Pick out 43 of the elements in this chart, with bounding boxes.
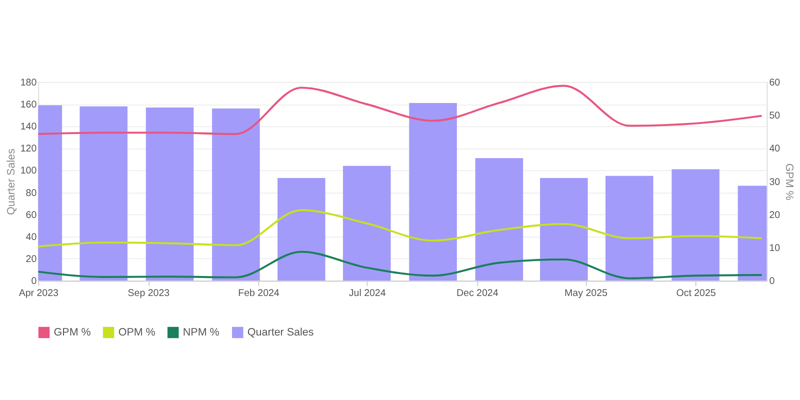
- x-tick-label: May 2025: [564, 288, 608, 299]
- legend-label: Quarter Sales: [247, 326, 314, 338]
- y-tick-label: 100: [20, 166, 38, 177]
- y-tick-label: 80: [26, 188, 38, 199]
- y2-tick-label: 50: [769, 110, 781, 122]
- bar: [278, 178, 326, 281]
- bar: [605, 176, 654, 281]
- y-tick-label: 40: [26, 232, 38, 243]
- y2-tick-label: 20: [769, 210, 781, 221]
- legend-label: GPM %: [54, 326, 92, 338]
- bar: [212, 108, 260, 281]
- bar: [146, 107, 194, 281]
- legend-label: OPM %: [118, 326, 156, 338]
- y-tick-label: 160: [20, 100, 38, 111]
- line-series: [38, 209, 763, 248]
- y-axis-title: Quarter Sales: [5, 148, 18, 215]
- y-tick-label: 0: [31, 276, 38, 288]
- y2-axis-title: GPM %: [782, 163, 795, 201]
- y-tick-label: 180: [20, 78, 38, 88]
- bar: [540, 178, 588, 281]
- x-tick-label: Dec 2024: [456, 288, 499, 299]
- line-series: [38, 84, 763, 136]
- y2-tick-label: 60: [769, 78, 781, 88]
- bar: [342, 166, 391, 281]
- bar: [475, 158, 524, 281]
- x-tick-label: Feb 2024: [238, 288, 280, 299]
- x-tick-label: Apr 2023: [18, 288, 58, 299]
- y-tick-label: 140: [20, 122, 38, 133]
- bar: [409, 103, 457, 281]
- y-tick-label: 120: [20, 144, 38, 155]
- y2-tick-label: 40: [769, 144, 781, 155]
- bar: [672, 169, 720, 281]
- y2-tick-label: 10: [769, 242, 781, 254]
- y2-tick-label: 0: [769, 276, 776, 288]
- line-series: [38, 250, 763, 280]
- x-tick-label: Oct 2025: [676, 288, 716, 299]
- y-tick-label: 20: [26, 254, 38, 265]
- bar: [80, 106, 128, 281]
- y2-tick-label: 30: [769, 176, 781, 188]
- x-tick-label: Jul 2024: [348, 288, 386, 299]
- y-tick-label: 60: [26, 210, 38, 221]
- x-tick-label: Sep 2023: [128, 288, 170, 299]
- legend-label: NPM %: [182, 326, 220, 338]
